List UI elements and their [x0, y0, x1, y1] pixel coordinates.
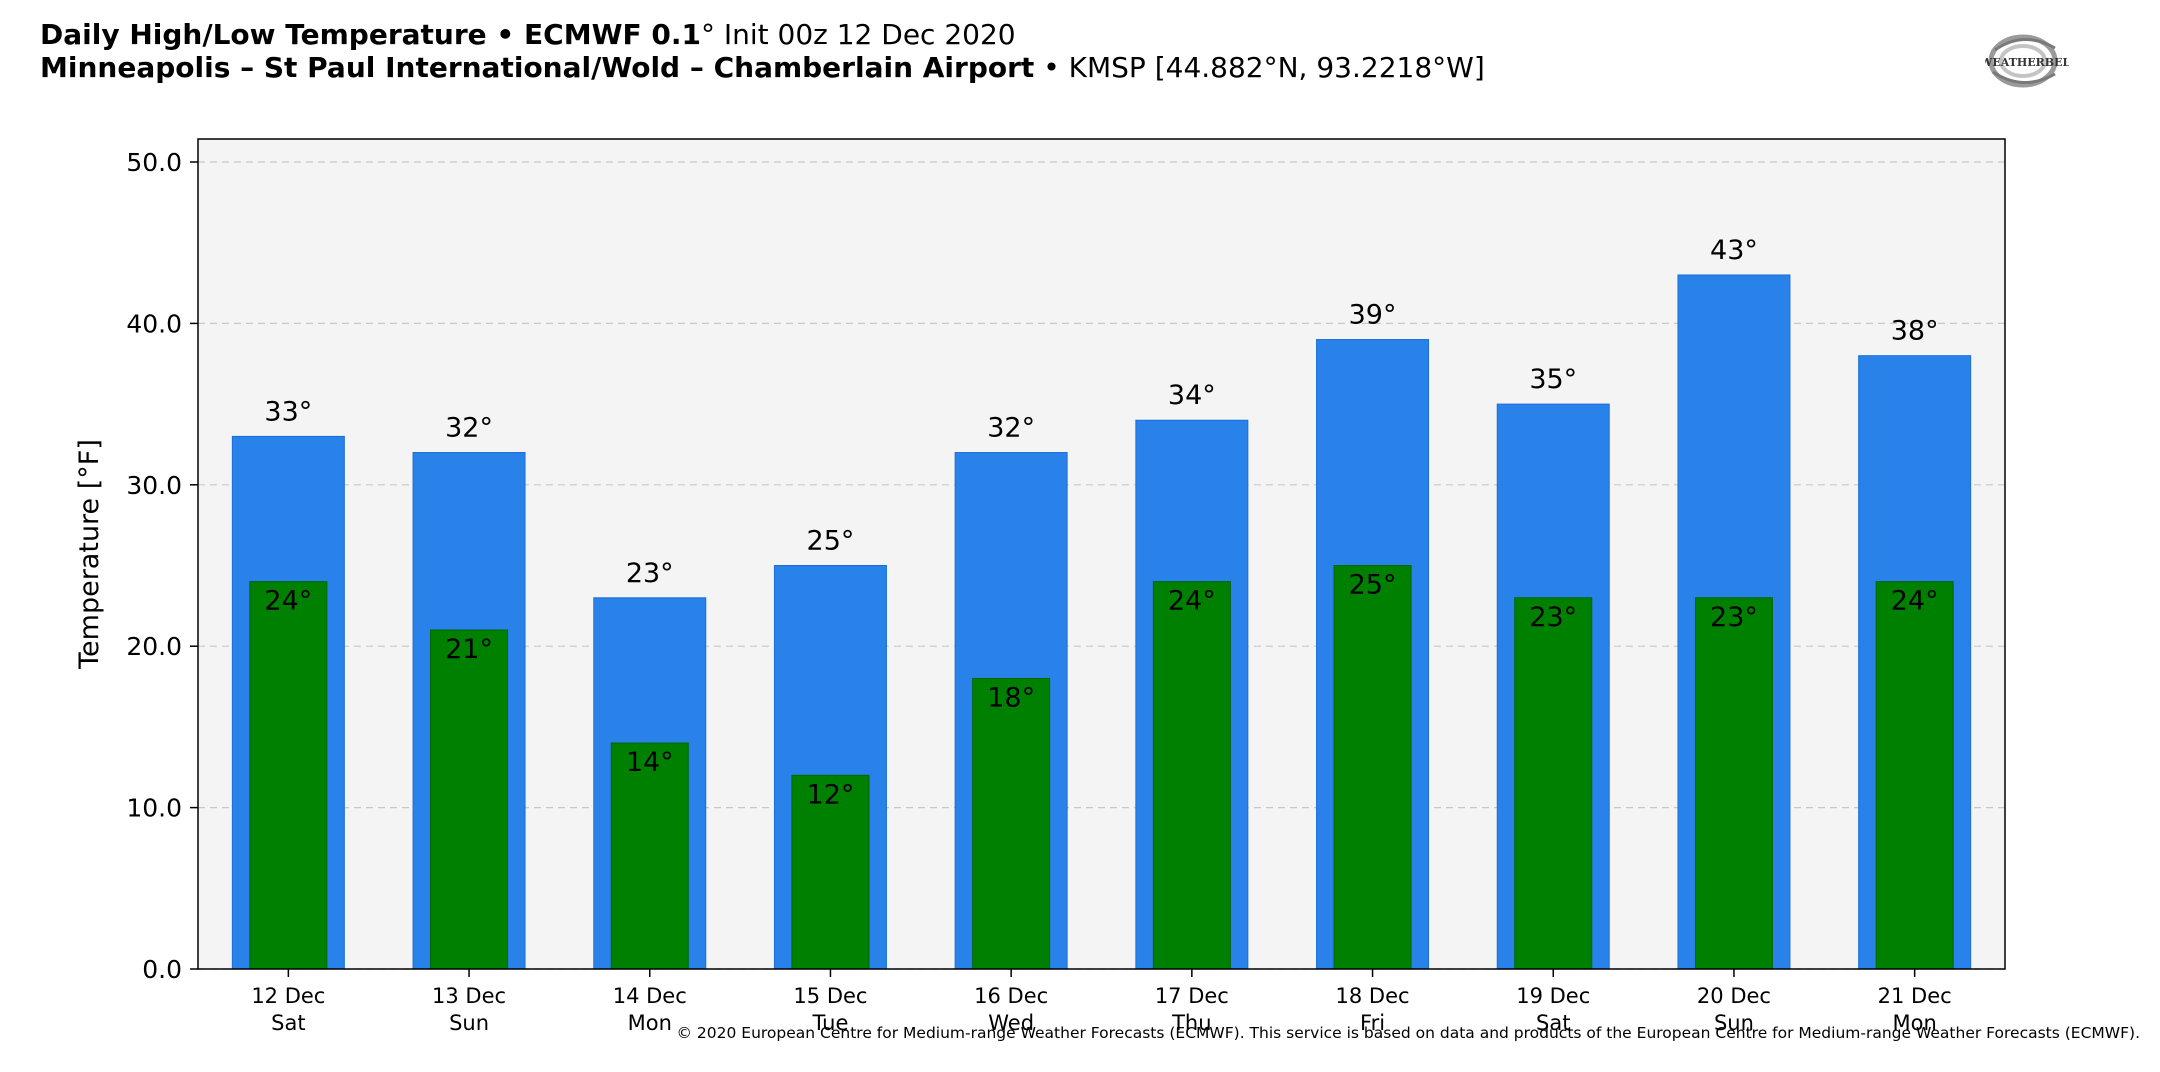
- low-temp-bar: [610, 742, 689, 970]
- high-temp-label: 32°: [987, 413, 1035, 444]
- low-temp-label: 21°: [445, 634, 493, 665]
- bar-labels: 33° 24° 32° 21° 23° 14° 25° 12° 32° 18° 34° 24° 39° 2…: [264, 235, 1938, 810]
- plot-frame: [197, 138, 2006, 970]
- axes: 0.0 10.0 20.0 30.0 40.0 50.0 12 Dec Sat 13 Dec Su…: [126, 148, 1951, 1035]
- low-temp-label: 24°: [264, 586, 312, 617]
- y-tick-label: 30.0: [126, 471, 182, 500]
- low-temp-label: 23°: [1529, 602, 1577, 633]
- low-temp-label: 12°: [807, 779, 855, 810]
- x-tick-weekday: Sun: [449, 1011, 489, 1035]
- low-temp-bar: [1152, 581, 1231, 970]
- station-coordinates: • KMSP [44.882°N, 93.2218°W]: [1034, 51, 1485, 85]
- x-tick-weekday: Thu: [1171, 1011, 1211, 1035]
- x-tick-date: 16 Dec: [974, 984, 1048, 1008]
- chart-title: Daily High/Low Temperature • ECMWF 0.1° …: [40, 18, 1485, 51]
- low-temp-bar: [972, 677, 1051, 970]
- high-temp-label: 25°: [807, 526, 855, 557]
- x-tick-date: 21 Dec: [1878, 984, 1952, 1008]
- low-temp-bar: [1514, 597, 1593, 970]
- chart-title-block: Daily High/Low Temperature • ECMWF 0.1° …: [40, 18, 1485, 84]
- x-tick-weekday: Sat: [1536, 1011, 1570, 1035]
- x-tick-date: 14 Dec: [613, 984, 687, 1008]
- low-temp-label: 25°: [1349, 570, 1397, 601]
- bars: [231, 274, 1972, 970]
- chart-subtitle: Minneapolis – St Paul International/Wold…: [40, 51, 1485, 84]
- x-tick-weekday: Sun: [1714, 1011, 1754, 1035]
- low-temp-label: 18°: [987, 682, 1035, 713]
- low-temp-label: 23°: [1710, 602, 1758, 633]
- y-tick-label: 50.0: [126, 148, 182, 177]
- y-tick-label: 40.0: [126, 309, 182, 338]
- x-tick-weekday: Fri: [1360, 1011, 1385, 1035]
- chart-title-init: ° Init 00z 12 Dec 2020: [700, 18, 1016, 51]
- y-tick-label: 10.0: [126, 794, 182, 823]
- high-temp-label: 39°: [1349, 300, 1397, 331]
- high-temp-label: 38°: [1891, 316, 1939, 347]
- x-tick-weekday: Tue: [812, 1011, 849, 1035]
- x-tick-weekday: Mon: [628, 1011, 672, 1035]
- x-tick-date: 20 Dec: [1697, 984, 1771, 1008]
- x-tick-date: 18 Dec: [1336, 984, 1410, 1008]
- station-name: Minneapolis – St Paul International/Wold…: [40, 51, 1035, 85]
- y-tick-label: 0.0: [142, 955, 182, 984]
- high-temp-label: 33°: [264, 396, 312, 427]
- low-temp-label: 14°: [626, 747, 674, 778]
- high-temp-label: 32°: [445, 413, 493, 444]
- low-temp-bar: [430, 629, 509, 970]
- x-tick-date: 12 Dec: [251, 984, 325, 1008]
- x-tick-weekday: Mon: [1893, 1011, 1937, 1035]
- y-tick-label: 20.0: [126, 632, 182, 661]
- y-axis-label: Temperature [°F]: [74, 439, 105, 670]
- x-tick-date: 15 Dec: [793, 984, 867, 1008]
- high-temp-label: 34°: [1168, 380, 1216, 411]
- x-tick-weekday: Wed: [988, 1011, 1034, 1035]
- x-tick-date: 17 Dec: [1155, 984, 1229, 1008]
- x-tick-date: 19 Dec: [1516, 984, 1590, 1008]
- low-temp-bar: [1875, 581, 1954, 970]
- high-temp-label: 43°: [1710, 235, 1758, 266]
- chart-title-bold: Daily High/Low Temperature • ECMWF 0.1: [40, 18, 701, 51]
- logo-text: WEATHERBELL: [1985, 56, 2069, 69]
- high-temp-label: 35°: [1529, 364, 1577, 395]
- x-tick-weekday: Sat: [271, 1011, 305, 1035]
- low-temp-bar: [1333, 565, 1412, 970]
- low-temp-bar: [791, 774, 870, 970]
- low-temp-bar: [1694, 597, 1773, 970]
- x-tick-date: 13 Dec: [432, 984, 506, 1008]
- low-temp-bar: [249, 581, 328, 970]
- low-temp-label: 24°: [1168, 586, 1216, 617]
- high-temp-label: 23°: [626, 558, 674, 589]
- ecmwf-credit: © 2020 European Centre for Medium-range …: [676, 1024, 2140, 1042]
- low-temp-label: 24°: [1891, 586, 1939, 617]
- weatherbell-logo-icon: WEATHERBELL: [1979, 28, 2078, 94]
